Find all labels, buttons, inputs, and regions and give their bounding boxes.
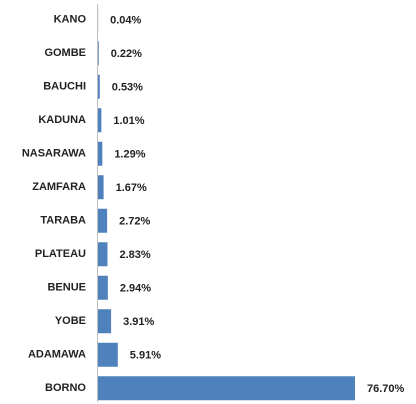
value-label: 2.94% bbox=[120, 283, 151, 295]
value-label: 1.67% bbox=[116, 182, 147, 194]
bar bbox=[98, 41, 99, 66]
category-label: BAUCHI bbox=[43, 81, 86, 93]
category-label: NASARAWA bbox=[22, 148, 86, 160]
category-label: KANO bbox=[54, 14, 87, 26]
value-label: 2.83% bbox=[119, 249, 150, 261]
value-label: 76.70% bbox=[367, 383, 405, 395]
category-label: GOMBE bbox=[44, 47, 86, 59]
category-label: PLATEAU bbox=[35, 248, 86, 260]
value-label: 1.01% bbox=[113, 115, 144, 127]
category-label: BENUE bbox=[47, 282, 86, 294]
category-label: BORNO bbox=[45, 382, 86, 394]
bar bbox=[98, 342, 118, 367]
category-label: ADAMAWA bbox=[28, 349, 86, 361]
bar bbox=[98, 74, 100, 99]
category-label: TARABA bbox=[40, 215, 86, 227]
value-label: 2.72% bbox=[119, 216, 150, 228]
bar bbox=[98, 309, 112, 334]
value-label: 0.53% bbox=[112, 82, 143, 94]
value-label: 1.29% bbox=[114, 149, 145, 161]
bar bbox=[98, 208, 108, 233]
bar bbox=[98, 141, 103, 166]
bar bbox=[98, 175, 104, 200]
bar bbox=[98, 376, 355, 401]
value-label: 0.22% bbox=[111, 48, 142, 60]
category-label: ZAMFARA bbox=[32, 181, 86, 193]
value-label: 3.91% bbox=[123, 316, 154, 328]
bar bbox=[98, 108, 102, 133]
bar bbox=[98, 275, 108, 300]
value-label: 0.04% bbox=[110, 15, 141, 27]
value-label: 5.91% bbox=[130, 350, 161, 362]
category-label: YOBE bbox=[55, 315, 86, 327]
bar bbox=[98, 242, 108, 267]
category-label: KADUNA bbox=[38, 114, 86, 126]
